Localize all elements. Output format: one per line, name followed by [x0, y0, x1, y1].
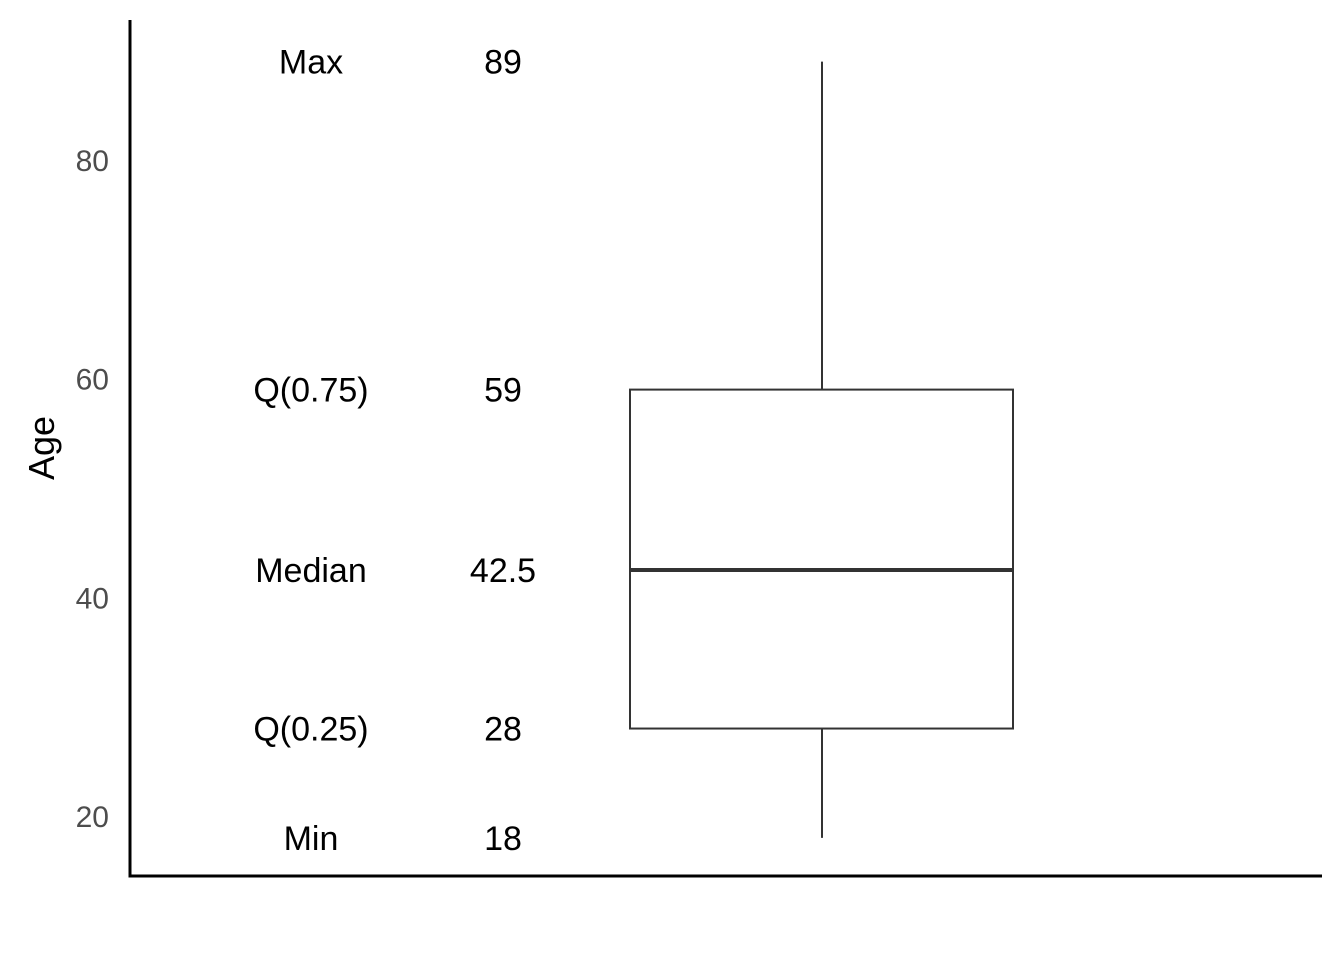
annotation-value: 89: [484, 44, 522, 82]
y-tick-label: 60: [76, 364, 109, 397]
annotation-label: Q(0.75): [253, 372, 368, 410]
annotation-label: Median: [255, 552, 367, 590]
y-axis-label: Age: [21, 416, 62, 480]
annotation-label: Max: [279, 44, 343, 82]
annotation-value: 42.5: [470, 552, 536, 590]
annotation-value: 18: [484, 820, 522, 858]
summary-annotations: Max 89 Q(0.75) 59 Median 42.5 Q(0.25) 28 Min 18: [253, 44, 536, 858]
annotation-label: Min: [284, 820, 339, 858]
annotation-value: 28: [484, 711, 522, 749]
y-tick-label: 80: [76, 145, 109, 178]
annotation-value: 59: [484, 372, 522, 410]
iqr-box: [629, 388, 1014, 730]
axes-layer: Age: [21, 20, 1322, 878]
annotation-label: Q(0.25): [253, 711, 368, 749]
y-ticks: 20 40 60 80: [76, 145, 109, 834]
box-plot: [629, 61, 1014, 838]
y-tick-label: 20: [76, 801, 109, 834]
y-tick-label: 40: [76, 582, 109, 615]
